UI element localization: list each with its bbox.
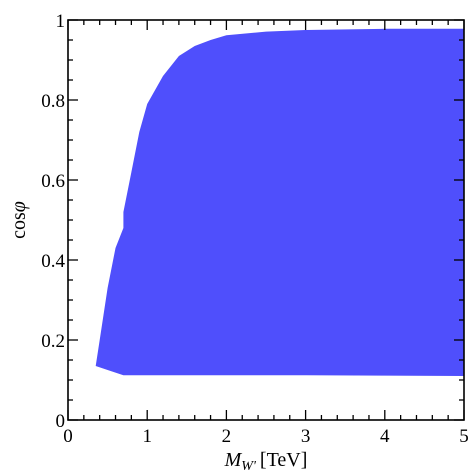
tick-labels: 0 1 2 3 4 5 0 0.2 0.4 0.6 0.8 1 [41,11,469,447]
x-tick-label: 4 [380,426,390,447]
x-axis-label-unit: [TeV] [260,449,307,471]
plot-frame [67,19,465,421]
y-tick-label: 0 [56,411,66,432]
allowed-region-area [95,28,464,377]
x-tick-label: 5 [459,426,469,447]
y-axis-label-symbol: φ [8,201,30,212]
x-tick-label: 3 [301,426,311,447]
y-tick-label: 0.8 [41,91,65,112]
y-tick-label: 1 [56,11,66,32]
y-axis-label: cosφ [8,201,30,239]
x-tick-label: 0 [63,426,73,447]
y-tick-label: 0.6 [41,171,65,192]
x-tick-label: 2 [222,426,232,447]
y-tick-label: 0.4 [41,251,65,272]
x-tick-label: 1 [142,426,152,447]
x-axis-label: MW' [TeV] [224,449,308,474]
x-axis-label-symbol: M [224,449,243,471]
y-axis-label-text: cos [8,212,30,239]
y-tick-label: 0.2 [41,331,65,352]
axis-ticks [67,19,465,421]
plot-area [95,28,464,377]
x-axis-label-subscript: W' [241,459,257,474]
